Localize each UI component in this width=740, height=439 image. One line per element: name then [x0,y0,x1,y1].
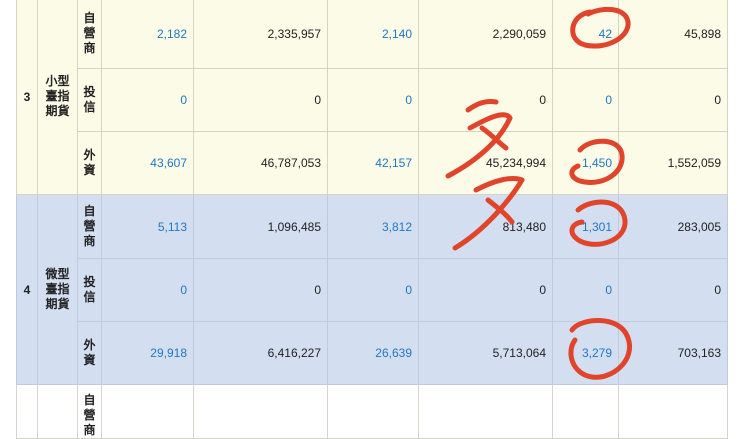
short-amount: 45,234,994 [418,131,553,195]
short-contracts-link[interactable]: 26,639 [327,321,419,385]
product-name [37,384,78,439]
product-name: 微型臺指期貨 [37,194,78,385]
table-row: 投信 0 0 0 0 0 0 [17,68,728,132]
short-contracts-link[interactable]: 0 [327,258,419,322]
row-index [16,384,38,439]
net-contracts-link[interactable]: 1,301 [552,194,619,259]
short-amount: 5,713,064 [418,321,553,385]
short-contracts-link[interactable]: 2,140 [327,0,419,69]
trader-type: 外資 [77,321,102,385]
net-amount: 1,552,059 [618,131,728,195]
table-row: 外資 43,607 46,787,053 42,157 45,234,994 1… [17,131,728,195]
net-contracts-link[interactable]: 0 [552,258,619,322]
table-row: 外資 29,918 6,416,227 26,639 5,713,064 3,2… [17,321,728,385]
long-contracts-link[interactable]: 5,113 [101,194,194,259]
futures-position-table: 3 小型臺指期貨 自營商 2,182 2,335,957 2,140 2,290… [16,0,728,439]
table-row: 3 小型臺指期貨 自營商 2,182 2,335,957 2,140 2,290… [16,0,728,195]
long-amount: 6,416,227 [193,321,328,385]
trader-type: 自營商 [77,0,102,69]
short-amount: 0 [418,258,553,322]
row-index: 3 [16,0,38,195]
long-amount: 46,787,053 [193,131,328,195]
trader-type: 自營商 [77,384,102,439]
net-contracts-link[interactable]: 1,450 [552,131,619,195]
futures-position-table-wrapper: 3 小型臺指期貨 自營商 2,182 2,335,957 2,140 2,290… [16,0,728,439]
short-contracts-link[interactable]: 3,812 [327,194,419,259]
trader-type: 投信 [77,258,102,322]
long-amount: 2,335,957 [193,0,328,69]
short-contracts-link[interactable]: 0 [327,68,419,132]
trader-type: 自營商 [77,194,102,259]
table-row: 自營商 [16,384,728,439]
short-amount: 2,290,059 [418,0,553,69]
net-contracts-link[interactable]: 3,279 [552,321,619,385]
long-contracts-link[interactable]: 29,918 [101,321,194,385]
trader-type: 外資 [77,131,102,195]
long-amount: 0 [193,258,328,322]
long-amount: 1,096,485 [193,194,328,259]
net-amount: 283,005 [618,194,728,259]
row-index: 4 [16,194,38,385]
long-contracts-link[interactable]: 0 [101,68,194,132]
net-amount: 703,163 [618,321,728,385]
net-contracts-link[interactable]: 42 [552,0,619,69]
table-row: 投信 0 0 0 0 0 0 [17,258,728,322]
trader-type: 投信 [77,68,102,132]
short-amount: 0 [418,68,553,132]
long-contracts-link[interactable]: 0 [101,258,194,322]
short-amount: 813,480 [418,194,553,259]
short-contracts-link[interactable]: 42,157 [327,131,419,195]
product-name: 小型臺指期貨 [37,0,78,195]
long-contracts-link[interactable]: 2,182 [101,0,194,69]
net-amount: 0 [618,258,728,322]
net-contracts-link[interactable]: 0 [552,68,619,132]
net-amount: 0 [618,68,728,132]
long-contracts-link[interactable]: 43,607 [101,131,194,195]
table-row: 4 微型臺指期貨 自營商 5,113 1,096,485 3,812 813,4… [16,194,728,385]
long-amount: 0 [193,68,328,132]
net-amount: 45,898 [618,0,728,69]
